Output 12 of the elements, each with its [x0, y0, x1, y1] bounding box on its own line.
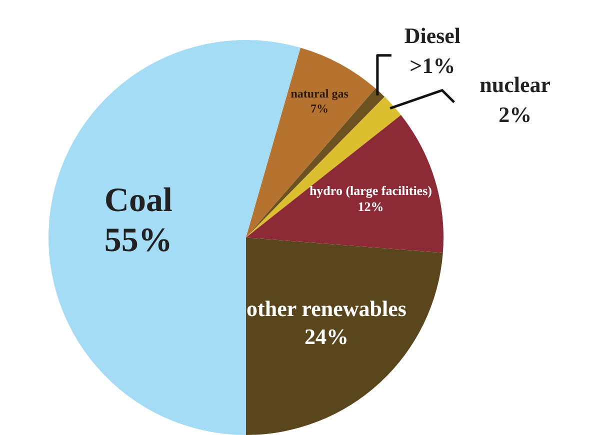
slice-label: nuclear	[480, 72, 551, 97]
slice-label: Coal	[104, 182, 172, 220]
data-label: 12%	[358, 198, 384, 214]
data-label: 24%	[304, 324, 348, 350]
slice-label: other renewables	[246, 296, 407, 322]
data-label: 7%	[310, 102, 329, 116]
slice-label: hydro (large facilities)	[309, 182, 432, 198]
data-label: 2%	[498, 102, 532, 127]
slice-label: natural gas	[290, 86, 349, 101]
data-label: 55%	[104, 222, 172, 260]
slice-label: Diesel	[404, 23, 461, 48]
data-label: >1%	[410, 53, 456, 78]
